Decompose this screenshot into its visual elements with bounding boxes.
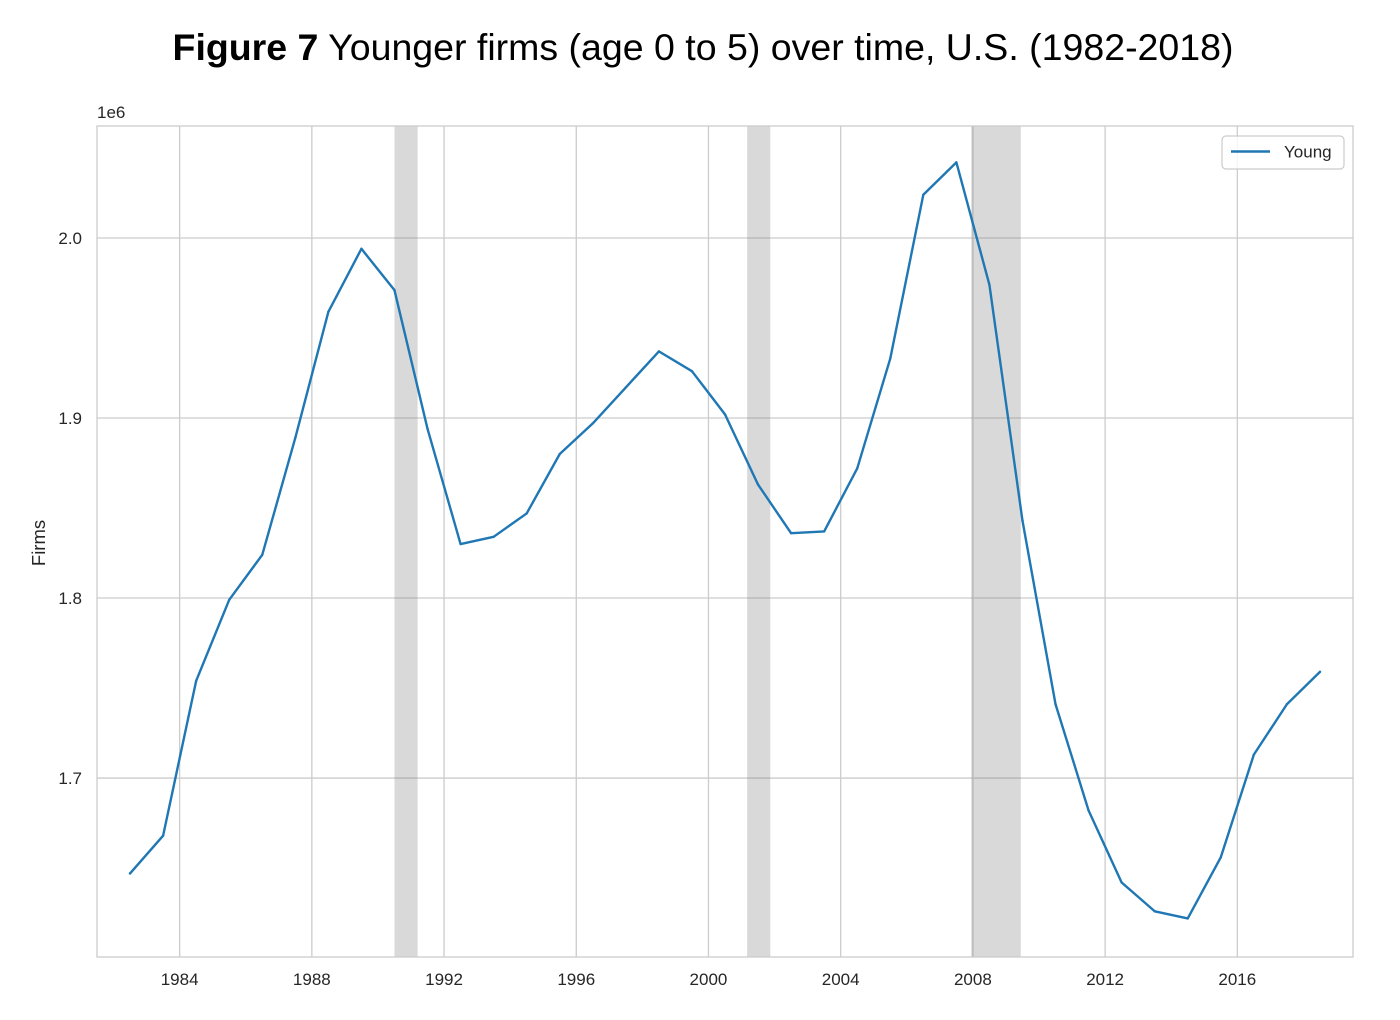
- plot-background: [97, 126, 1353, 957]
- gridlines: [97, 126, 1353, 957]
- shaded-bands: [394, 126, 1021, 957]
- data-point: [128, 872, 132, 875]
- x-tick-label: 2008: [954, 970, 992, 989]
- x-tick-label: 2000: [690, 970, 728, 989]
- legend-frame: [1221, 135, 1345, 170]
- plot-frame: [96, 125, 1354, 958]
- y-tick-label: 1.9: [58, 409, 82, 428]
- x-tick-label: 2016: [1218, 970, 1256, 989]
- y-axis-label: Firms: [28, 520, 49, 566]
- x-tick-label: 2004: [822, 970, 860, 989]
- data-point: [723, 413, 727, 416]
- data-point: [558, 452, 561, 456]
- data-point: [1021, 519, 1024, 522]
- y-axis-ticks: 1.7 1.8 1.9 2.0: [58, 229, 82, 788]
- shaded-band: [747, 126, 771, 957]
- data-point: [393, 288, 396, 292]
- data-point: [1153, 910, 1156, 913]
- chart-title: Figure 7 Younger firms (age 0 to 5) over…: [0, 26, 1400, 68]
- data-point: [624, 386, 628, 389]
- data-point: [1186, 917, 1189, 920]
- data-point: [690, 370, 694, 373]
- data-point: [1252, 753, 1256, 756]
- data-point: [856, 467, 859, 470]
- figure-label: Figure 7: [172, 26, 319, 68]
- x-tick-label: 2012: [1086, 970, 1124, 989]
- data-point: [988, 283, 991, 286]
- data-point: [889, 357, 892, 360]
- shaded-band: [971, 126, 1021, 957]
- legend: Young: [1221, 135, 1345, 170]
- data-point: [822, 530, 826, 533]
- data-point: [1054, 703, 1057, 706]
- shaded-band: [394, 126, 418, 957]
- y-tick-label: 2.0: [58, 229, 82, 248]
- data-point: [1219, 856, 1222, 859]
- data-point: [756, 483, 760, 486]
- legend-label: Young: [1284, 143, 1332, 162]
- x-axis-ticks: 1984 1988 1992 1996 2000 2004 2008 2012 2016: [161, 970, 1257, 989]
- data-point: [492, 535, 495, 539]
- data-point: [426, 427, 429, 430]
- data-point: [591, 422, 594, 425]
- chart-title-text: Younger firms (age 0 to 5) over time, U.…: [328, 26, 1234, 68]
- data-point: [525, 512, 528, 515]
- data-point: [294, 436, 297, 440]
- data-point: [922, 193, 925, 196]
- data-point: [161, 834, 165, 837]
- data-point: [1318, 670, 1322, 674]
- data-point: [1285, 703, 1289, 706]
- data-point: [327, 310, 330, 313]
- x-tick-label: 1988: [293, 970, 331, 989]
- data-point: [194, 679, 198, 683]
- data-point: [657, 350, 661, 353]
- data-point: [261, 553, 264, 557]
- data-point: [228, 598, 231, 602]
- data-point: [789, 532, 793, 535]
- x-tick-label: 1992: [425, 970, 463, 989]
- data-point: [360, 247, 363, 250]
- data-point: [1087, 809, 1090, 812]
- x-tick-label: 1996: [557, 970, 595, 989]
- y-axis-offset-label: 1e6: [97, 103, 125, 122]
- x-tick-label: 1984: [161, 970, 199, 989]
- series: [128, 161, 1322, 920]
- data-point: [459, 542, 462, 546]
- data-point: [955, 161, 958, 164]
- y-tick-label: 1.8: [58, 589, 82, 608]
- y-tick-label: 1.7: [58, 769, 82, 788]
- data-point: [1120, 881, 1123, 884]
